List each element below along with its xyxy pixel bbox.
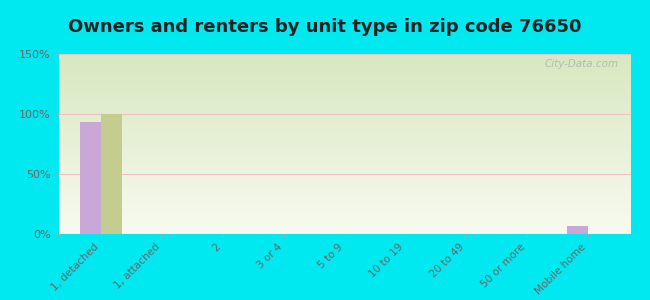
Bar (80, 122, 101, 234)
Text: City-Data.com: City-Data.com (545, 59, 619, 69)
Bar (101, 114, 122, 234)
Text: Owners and renters by unit type in zip code 76650: Owners and renters by unit type in zip c… (68, 18, 582, 36)
Bar (567, 226, 588, 234)
